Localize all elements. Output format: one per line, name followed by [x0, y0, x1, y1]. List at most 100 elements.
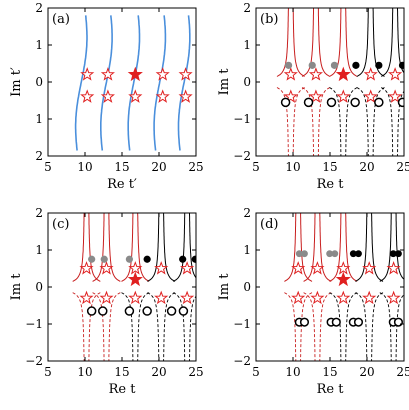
dashed-branch-line: [345, 87, 358, 156]
filled-dot-marker: [398, 61, 404, 69]
plot-frame: [47, 212, 197, 362]
filled-dot-marker: [355, 250, 362, 258]
open-star-marker: [128, 290, 143, 305]
open-circle-marker: [86, 306, 97, 316]
solid-branch-line: [108, 213, 121, 282]
solid-branch-line: [88, 213, 101, 282]
open-circle-marker: [393, 317, 404, 327]
dashed-branch-line: [371, 292, 384, 361]
plot-area: [284, 213, 404, 361]
dashed-branch-line: [108, 292, 121, 361]
solid-branch-line: [381, 8, 394, 77]
open-circle-marker: [98, 306, 108, 316]
open-circle-marker: [353, 317, 364, 327]
x-tick-label: 25: [396, 160, 409, 174]
open-circle-marker: [178, 306, 189, 316]
open-star-marker: [308, 89, 323, 103]
open-circle-marker: [397, 97, 404, 108]
open-star-marker: [79, 290, 94, 305]
filled-dot-marker: [295, 250, 303, 258]
x-tick-label: 25: [188, 365, 203, 379]
x-tick-label: 15: [114, 160, 129, 174]
open-star-marker: [291, 290, 306, 305]
x-tick-label: 25: [188, 160, 203, 174]
dashed-branch-line: [163, 292, 176, 361]
open-star-marker: [178, 89, 193, 103]
dashed-branch-line: [147, 292, 160, 361]
dashed-branch-line: [189, 295, 196, 361]
panel-label: (b): [260, 12, 278, 27]
dashed-branch-line: [395, 294, 404, 361]
dashed-branch-line: [397, 90, 404, 156]
open-star-marker: [363, 67, 378, 81]
x-tick-label: 5: [252, 160, 260, 174]
filled-dot-marker: [395, 250, 402, 258]
filled-dot-marker: [301, 250, 308, 258]
x-axis-label: Re t: [109, 382, 137, 397]
open-circle-marker: [142, 306, 152, 316]
y-tick-label: 1: [35, 112, 43, 126]
y-tick-label: −2: [25, 354, 43, 368]
open-star-marker: [180, 261, 195, 275]
solid-branch-line: [163, 213, 176, 282]
open-star-marker: [128, 89, 143, 103]
filled-dot-marker: [330, 61, 339, 69]
open-star-marker: [388, 67, 403, 81]
open-star-marker: [155, 67, 170, 81]
open-star-marker: [336, 290, 351, 305]
open-star-marker: [180, 290, 195, 305]
dashed-branch-line: [372, 87, 385, 156]
open-star-marker: [386, 290, 401, 305]
dashed-branch-line: [121, 292, 134, 361]
open-circle-marker: [299, 317, 310, 327]
y-tick-label: −1: [233, 112, 251, 126]
blue-branch-curve: [153, 15, 167, 151]
open-star-marker: [99, 290, 114, 305]
filled-dot-marker: [125, 255, 133, 263]
open-star-marker: [128, 261, 143, 275]
blue-branch-curve: [127, 15, 141, 151]
dashed-branch-line: [284, 292, 297, 361]
filled-dot-marker: [349, 250, 357, 258]
solid-branch-line: [379, 213, 392, 282]
y-tick-label: −2: [233, 354, 251, 368]
filled-star-marker: [127, 271, 143, 287]
filled-dot-marker: [352, 61, 360, 69]
x-tick-label: 20: [151, 365, 166, 379]
open-star-marker: [100, 67, 115, 81]
open-star-marker: [79, 261, 94, 275]
filled-dot-marker: [308, 61, 316, 69]
open-star-marker: [362, 261, 377, 275]
open-star-marker: [80, 89, 95, 103]
x-tick-label: 10: [285, 160, 300, 174]
x-tick-label: 20: [359, 365, 374, 379]
dashed-branch-line: [173, 292, 186, 361]
dashed-branch-line: [301, 87, 314, 156]
open-star-marker: [291, 261, 306, 275]
dashed-branch-line: [355, 292, 368, 361]
open-star-marker: [178, 67, 193, 81]
open-star-marker: [336, 261, 351, 275]
open-star-marker: [155, 89, 170, 103]
x-tick-label: 5: [44, 365, 52, 379]
solid-branch-line: [72, 213, 85, 282]
open-star-marker: [362, 290, 377, 305]
y-tick-label: 0: [243, 280, 251, 294]
x-tick-label: 10: [285, 365, 300, 379]
open-star-marker: [386, 261, 401, 275]
y-tick-label: 2: [35, 149, 43, 163]
solid-branch-line: [147, 213, 160, 282]
x-tick-label: 10: [77, 365, 92, 379]
open-circle-marker: [374, 97, 384, 108]
open-star-marker: [283, 89, 298, 103]
filled-dot-marker: [143, 255, 151, 263]
plot-area: [276, 8, 404, 156]
filled-star-marker: [127, 66, 143, 82]
solid-branch-line: [173, 213, 186, 282]
panel-label: (c): [52, 217, 69, 232]
dashed-branch-line: [329, 292, 342, 361]
